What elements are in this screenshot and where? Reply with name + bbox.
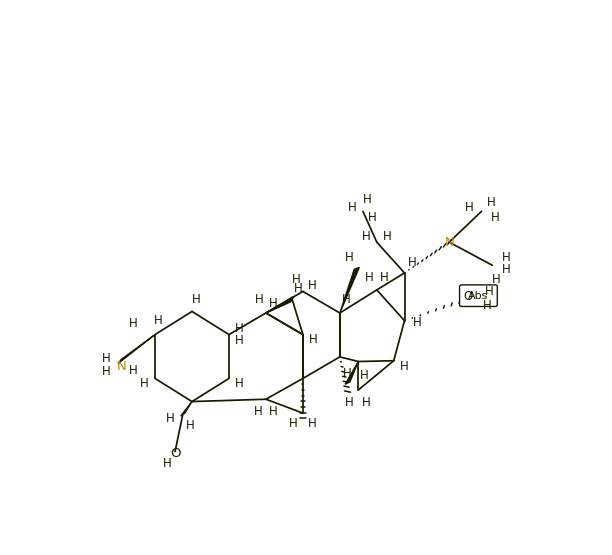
Text: H: H (348, 201, 357, 214)
Text: H: H (487, 195, 495, 209)
Text: H: H (492, 273, 501, 286)
Text: H: H (400, 360, 409, 374)
Text: H: H (269, 297, 278, 310)
Text: H: H (308, 279, 316, 292)
Text: H: H (129, 364, 138, 377)
Text: H: H (289, 417, 298, 430)
Text: H: H (465, 201, 474, 214)
Text: H: H (236, 322, 244, 335)
Text: H: H (362, 230, 370, 243)
Text: H: H (192, 292, 200, 306)
Text: H: H (491, 211, 500, 224)
Text: H: H (236, 334, 244, 347)
Text: H: H (294, 282, 302, 295)
Text: H: H (269, 405, 278, 418)
Text: H: H (362, 193, 371, 205)
Text: O: O (170, 447, 181, 460)
Text: H: H (483, 299, 492, 312)
Polygon shape (340, 268, 359, 313)
Text: H: H (166, 412, 175, 425)
Text: H: H (380, 271, 389, 284)
Text: H: H (308, 417, 316, 430)
Text: H: H (362, 396, 370, 409)
Text: H: H (365, 271, 373, 284)
Text: O: O (463, 290, 472, 304)
Text: H: H (412, 316, 421, 329)
Text: H: H (255, 292, 264, 306)
Text: H: H (360, 369, 369, 382)
Text: H: H (102, 365, 110, 378)
Text: H: H (129, 316, 138, 330)
Text: H: H (345, 251, 354, 264)
Text: Abs: Abs (468, 291, 488, 301)
Text: H: H (502, 264, 510, 276)
Text: H: H (343, 367, 352, 380)
Polygon shape (345, 361, 358, 384)
Text: N: N (444, 236, 454, 249)
Text: H: H (236, 377, 244, 390)
Text: H: H (383, 230, 392, 243)
Text: H: H (293, 273, 301, 286)
Text: H: H (140, 377, 149, 390)
Text: H: H (345, 396, 354, 409)
Text: H: H (368, 211, 376, 224)
Text: H: H (163, 457, 172, 471)
Text: H: H (254, 405, 263, 418)
Text: H: H (485, 285, 494, 298)
Text: N: N (116, 360, 126, 372)
Polygon shape (118, 335, 155, 364)
Text: H: H (309, 332, 318, 346)
Polygon shape (181, 402, 192, 416)
Text: H: H (341, 292, 350, 306)
Text: H: H (502, 251, 510, 264)
Text: H: H (102, 352, 110, 365)
Text: H: H (186, 419, 195, 432)
Text: H: H (408, 256, 417, 269)
Polygon shape (266, 296, 294, 313)
FancyBboxPatch shape (460, 285, 498, 306)
Text: H: H (154, 314, 162, 327)
